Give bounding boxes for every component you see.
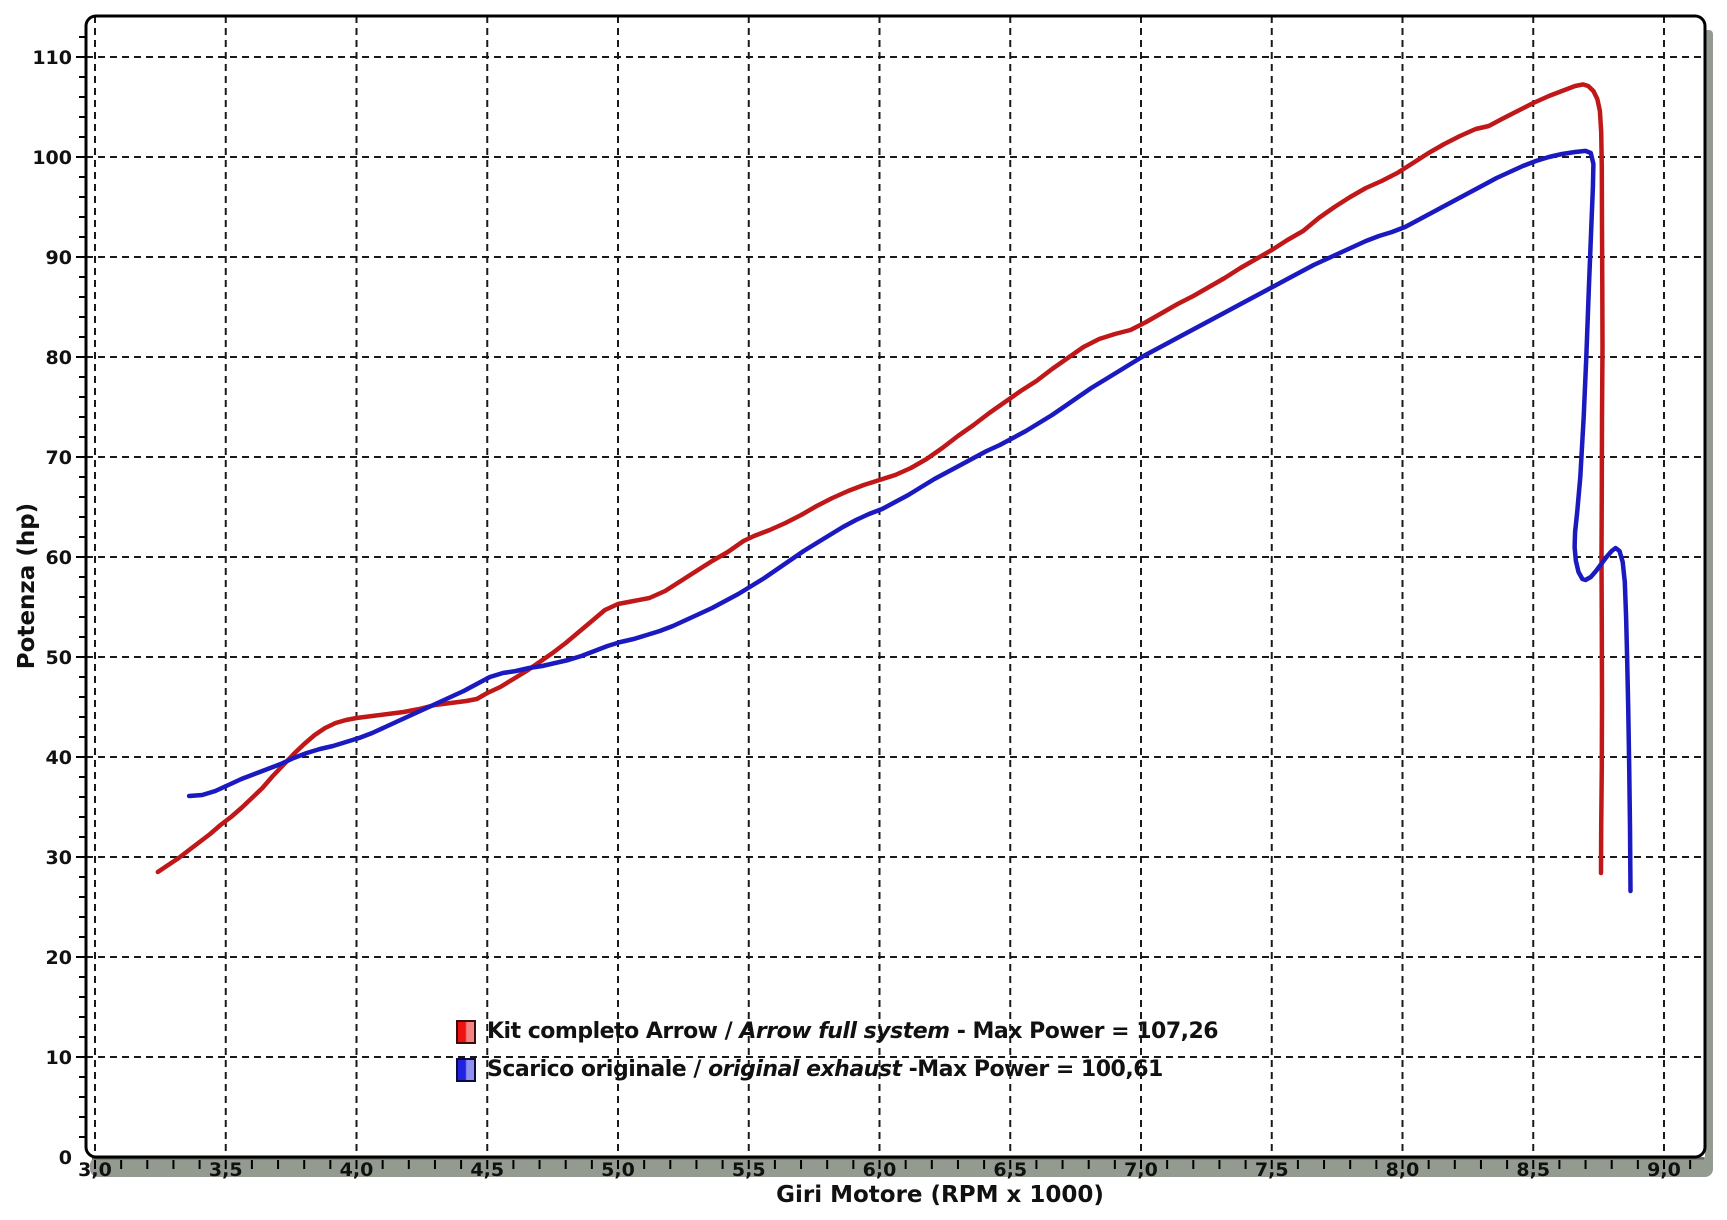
x-tick-label: 8,0: [1386, 1159, 1420, 1181]
series-arrow-kit-curve: [155, 82, 1605, 876]
y-tick-label: 90: [46, 247, 72, 269]
x-axis-ticks: [94, 1160, 1692, 1169]
legend-label-original-exhaust-maxpower: -Max Power = 100,61: [901, 1057, 1164, 1082]
tick-labels: 0 10 20 30 40 50 60 70 80 90 100 110 3,0 3,5 4,0 4,5 5,0…: [32, 47, 1681, 1181]
legend-label-arrow-kit-italic: Arrow full system: [739, 1019, 950, 1044]
legend-item-original-exhaust: Scarico originale / original exhaust -Ma…: [456, 1056, 1218, 1083]
y-tick-label: 70: [46, 447, 72, 469]
legend-swatch-original-exhaust: [456, 1057, 476, 1082]
chart-legend: Kit completo Arrow / Arrow full system -…: [456, 1018, 1219, 1094]
y-tick-label: 20: [46, 947, 72, 969]
x-tick-label: 8,5: [1516, 1159, 1550, 1181]
y-tick-label: 80: [46, 347, 72, 369]
x-tick-label: 3,5: [209, 1159, 243, 1181]
y-tick-label: 0: [59, 1147, 72, 1169]
plot-area: [86, 16, 1705, 1157]
y-tick-label: 10: [46, 1047, 72, 1069]
x-tick-label: 9,0: [1647, 1159, 1681, 1181]
y-tick-label: 50: [46, 647, 72, 669]
x-axis-title: Giri Motore (RPM x 1000): [776, 1182, 1104, 1208]
y-tick-label: 30: [46, 847, 72, 869]
x-tick-label: 4,0: [340, 1159, 374, 1181]
y-tick-label: 40: [46, 747, 72, 769]
y-axis-title: Potenza (hp): [14, 503, 40, 669]
series-original-exhaust-curve: [186, 148, 1633, 894]
x-tick-label: 6,5: [993, 1159, 1027, 1181]
y-tick-label: 110: [32, 47, 72, 69]
x-tick-label: 7,0: [1124, 1159, 1158, 1181]
legend-label-arrow-kit: Kit completo Arrow / Arrow full system -…: [487, 1019, 1219, 1044]
x-tick-label: 4,5: [470, 1159, 504, 1181]
gridlines: [86, 16, 1705, 1157]
x-tick-label: 6,0: [863, 1159, 897, 1181]
legend-label-arrow-kit-plain: Kit completo Arrow /: [487, 1019, 740, 1044]
legend-label-original-exhaust-plain: Scarico originale /: [487, 1057, 709, 1082]
legend-item-arrow-kit: Kit completo Arrow / Arrow full system -…: [456, 1018, 1219, 1045]
x-tick-label: 5,5: [732, 1159, 766, 1181]
plot-frame: [84, 14, 1707, 1159]
x-tick-label: 7,5: [1255, 1159, 1289, 1181]
series-curves: [155, 82, 1633, 894]
legend-label-arrow-kit-maxpower: - Max Power = 107,26: [949, 1019, 1219, 1044]
legend-label-original-exhaust: Scarico originale / original exhaust -Ma…: [487, 1057, 1163, 1082]
y-axis-ticks: [76, 36, 86, 1138]
legend-label-original-exhaust-italic: original exhaust: [708, 1057, 902, 1082]
y-tick-label: 100: [32, 147, 72, 169]
y-tick-label: 60: [46, 547, 72, 569]
legend-swatch-arrow-kit: [456, 1019, 476, 1044]
x-tick-label: 3,0: [78, 1159, 112, 1181]
x-tick-label: 5,0: [601, 1159, 635, 1181]
